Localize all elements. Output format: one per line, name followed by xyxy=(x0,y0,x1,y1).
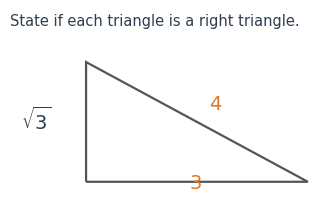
Text: $\sqrt{3}$: $\sqrt{3}$ xyxy=(21,106,52,133)
Text: 4: 4 xyxy=(209,95,221,114)
Text: 3: 3 xyxy=(189,173,202,192)
Text: State if each triangle is a right triangle.: State if each triangle is a right triang… xyxy=(10,14,300,29)
